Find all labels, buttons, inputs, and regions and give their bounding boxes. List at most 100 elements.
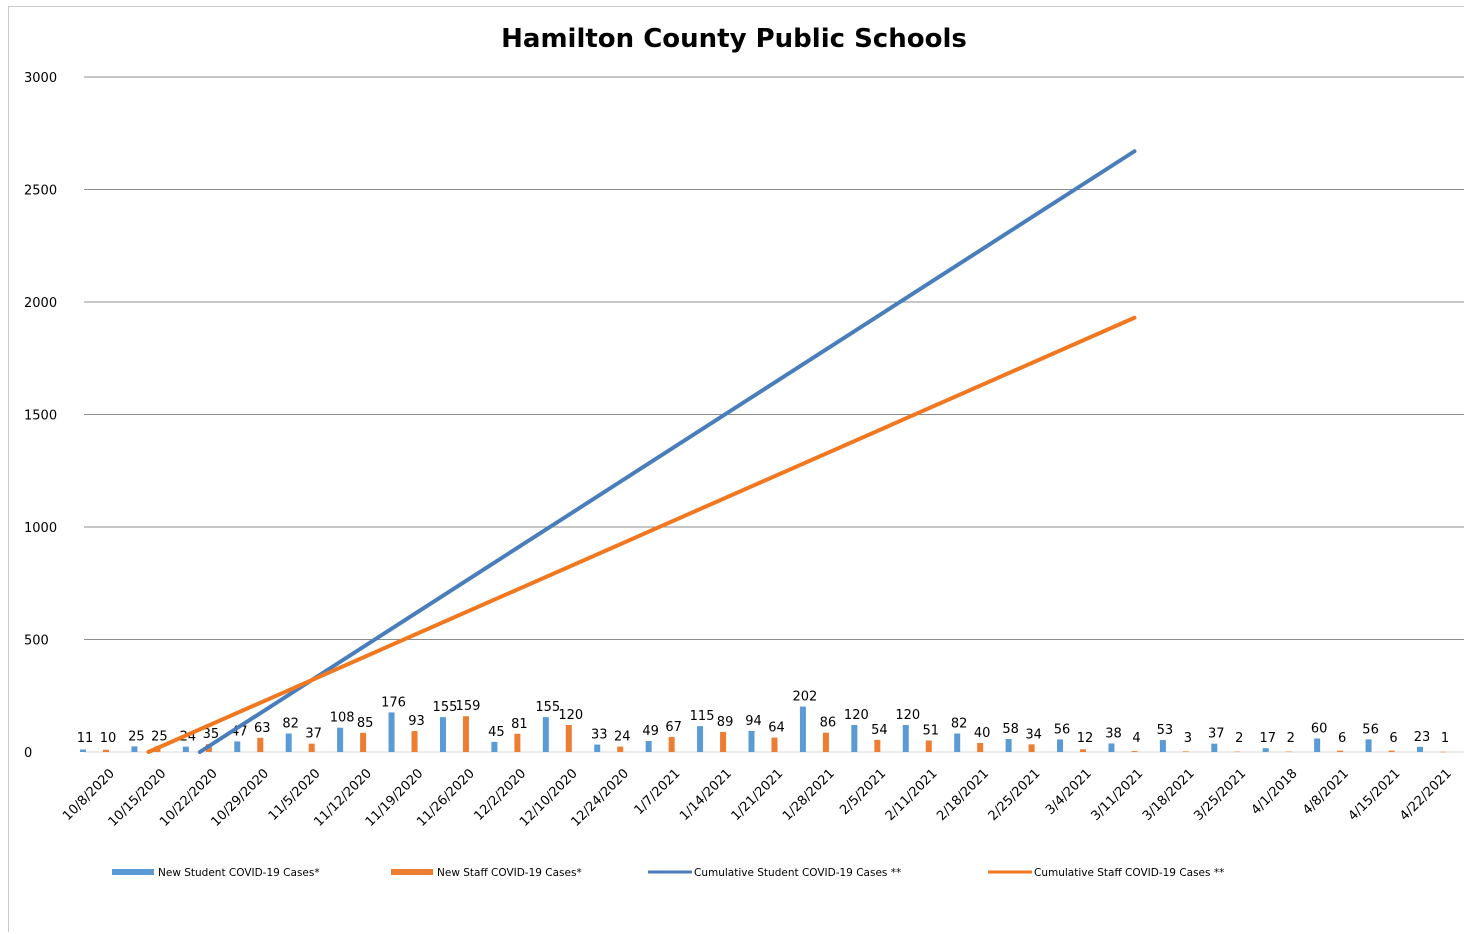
data-label: 25 <box>151 729 168 744</box>
data-label: 94 <box>745 714 762 729</box>
data-label: 33 <box>591 728 608 743</box>
data-label: 49 <box>642 724 659 739</box>
data-label: 64 <box>768 721 785 736</box>
x-tick-label: 4/22/2021 <box>1397 766 1455 824</box>
x-tick-label: 2/25/2021 <box>986 766 1044 824</box>
data-label: 93 <box>408 714 425 729</box>
bar <box>1005 738 1012 752</box>
data-label: 82 <box>951 717 968 732</box>
bar <box>257 737 264 752</box>
bar <box>1262 748 1269 752</box>
bar <box>925 740 932 752</box>
bar <box>1314 738 1321 752</box>
data-label: 63 <box>254 721 271 736</box>
data-label: 81 <box>511 717 528 732</box>
bar <box>1131 751 1138 752</box>
data-label: 51 <box>922 724 939 739</box>
bar <box>285 733 292 752</box>
data-label: 159 <box>456 699 481 714</box>
bar <box>668 736 675 752</box>
data-label: 38 <box>1105 726 1122 741</box>
y-tick-label: 1000 <box>24 521 57 536</box>
legend-label: Cumulative Staff COVID-19 Cases ** <box>1034 867 1224 879</box>
data-label: 3 <box>1184 731 1192 746</box>
data-label: 25 <box>128 729 145 744</box>
x-tick-label: 1/21/2021 <box>729 766 787 824</box>
bar <box>514 733 521 752</box>
bar <box>594 744 601 752</box>
bar <box>954 733 961 752</box>
bar <box>131 746 138 752</box>
chart-title: Hamilton County Public Schools <box>501 24 967 54</box>
x-tick-label: 2/11/2021 <box>883 766 941 824</box>
bar <box>411 731 418 752</box>
data-label: 40 <box>974 726 991 741</box>
series-line <box>197 149 1137 754</box>
data-label: 12 <box>1077 731 1094 746</box>
bar <box>645 740 652 752</box>
bar <box>1234 751 1241 753</box>
x-tick-label: 4/15/2021 <box>1346 766 1404 824</box>
data-label: 11 <box>77 731 94 746</box>
bar <box>1440 751 1446 753</box>
bar <box>1182 751 1189 752</box>
data-label: 108 <box>330 711 355 726</box>
data-label: 60 <box>1311 722 1328 737</box>
bar <box>1417 746 1423 752</box>
data-label: 120 <box>844 708 869 723</box>
data-label: 2 <box>1287 731 1295 746</box>
data-label: 155 <box>433 700 458 715</box>
bar <box>337 727 344 752</box>
data-label: 24 <box>614 730 631 745</box>
legend-label: New Student COVID-19 Cases* <box>158 867 320 879</box>
x-tick-label: 3/11/2021 <box>1089 766 1147 824</box>
x-tick-label: 3/18/2021 <box>1140 766 1198 824</box>
bar <box>491 741 498 752</box>
bar <box>1337 750 1344 752</box>
data-label: 34 <box>1025 727 1042 742</box>
data-label: 67 <box>665 720 682 735</box>
data-label: 37 <box>1208 727 1225 742</box>
data-label: 56 <box>1362 722 1379 737</box>
x-tick-label: 1/14/2021 <box>677 766 735 824</box>
bar <box>388 712 395 752</box>
bar <box>874 739 881 752</box>
data-label: 45 <box>488 725 505 740</box>
x-tick-label: 4/8/2021 <box>1300 766 1352 818</box>
bar <box>234 741 241 752</box>
data-label: 2 <box>1235 731 1243 746</box>
bar <box>851 725 858 752</box>
x-tick-label: 2/5/2021 <box>837 766 889 818</box>
bar <box>462 716 469 752</box>
bar <box>1159 740 1166 752</box>
y-tick-label: 2500 <box>24 184 57 199</box>
data-label: 120 <box>895 708 920 723</box>
bar <box>822 732 829 752</box>
data-label: 115 <box>690 709 715 724</box>
bar <box>720 731 727 752</box>
bar <box>542 717 549 752</box>
y-tick-label: 1500 <box>24 409 57 424</box>
bar <box>1285 751 1292 753</box>
y-tick-label: 500 <box>24 634 49 649</box>
bar <box>360 732 367 752</box>
data-label: 1 <box>1441 731 1449 746</box>
data-label: 35 <box>203 727 220 742</box>
series-line <box>146 315 1137 754</box>
data-label: 176 <box>381 695 406 710</box>
data-label: 6 <box>1389 731 1397 746</box>
data-label: 82 <box>282 717 299 732</box>
bar <box>1108 743 1115 752</box>
bar <box>748 730 755 752</box>
y-tick-label: 3000 <box>24 71 57 86</box>
data-label: 10 <box>100 731 117 746</box>
bar <box>1365 739 1372 752</box>
bar <box>1211 743 1218 752</box>
data-label: 4 <box>1132 731 1140 746</box>
data-label: 37 <box>305 727 322 742</box>
data-label: 120 <box>558 708 583 723</box>
data-label: 6 <box>1338 731 1346 746</box>
data-label: 17 <box>1259 731 1276 746</box>
bar <box>103 749 109 752</box>
